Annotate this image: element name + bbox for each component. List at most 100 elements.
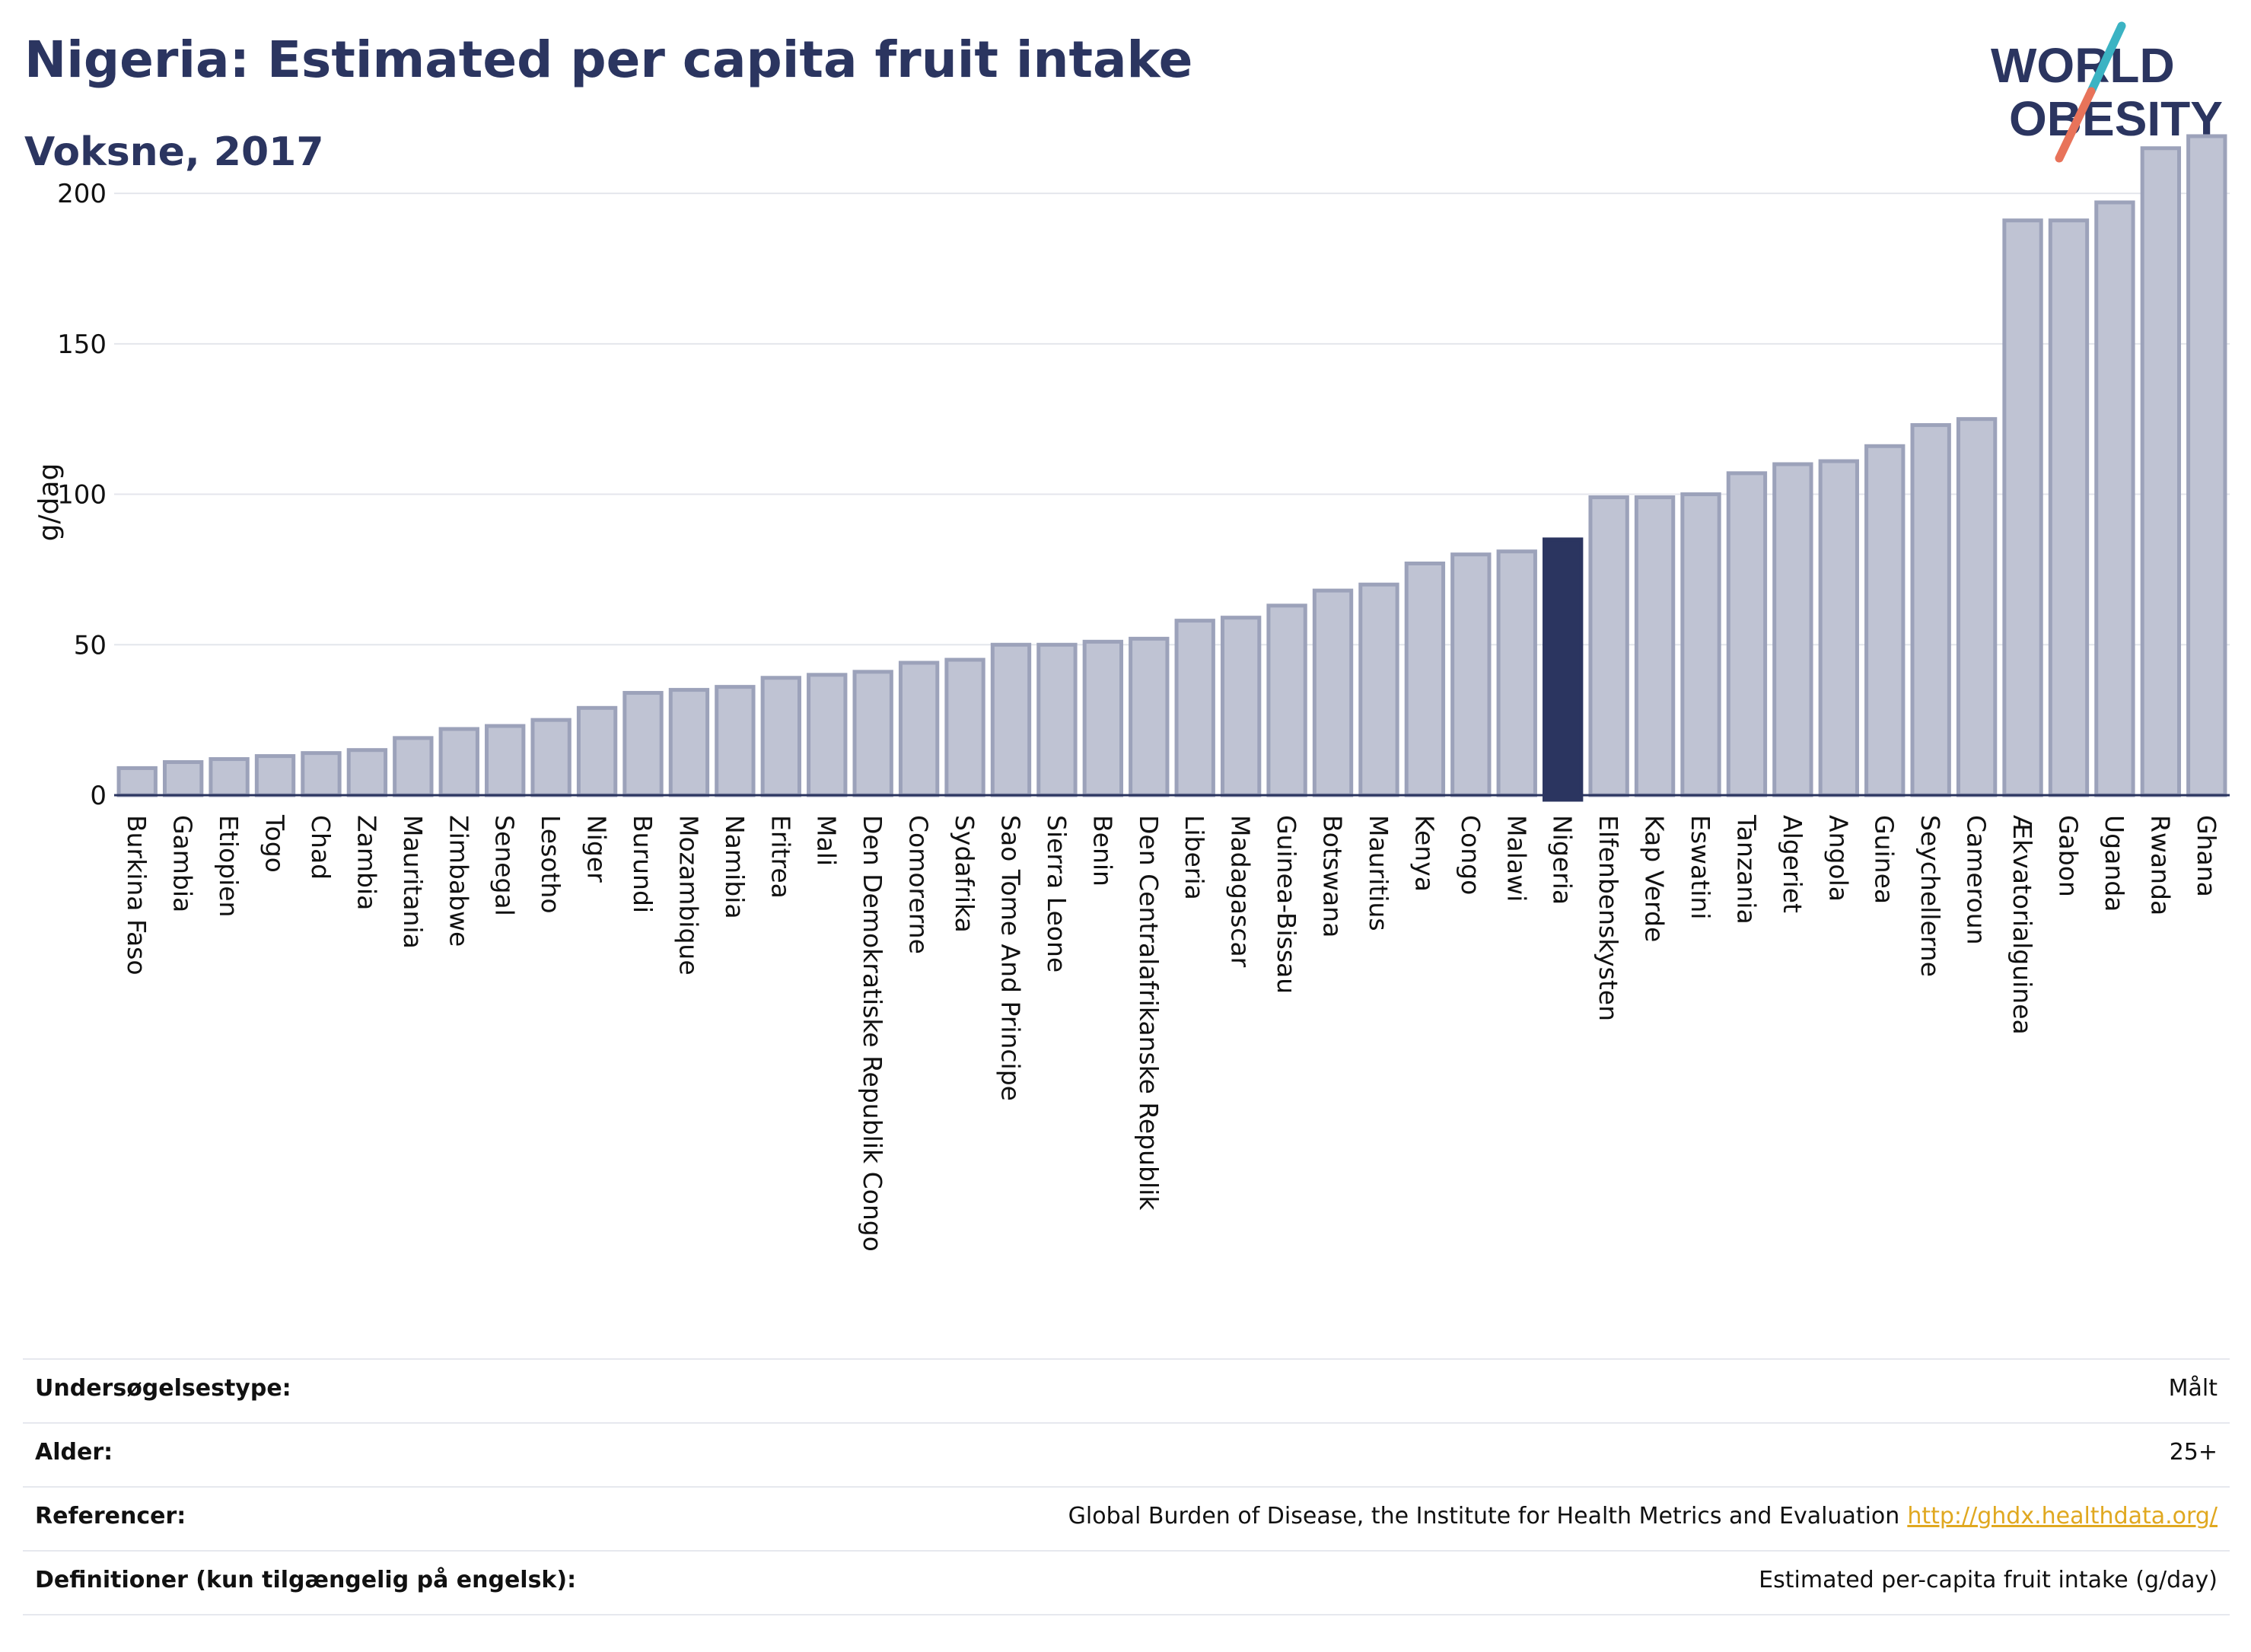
x-tick-label: Togo (260, 814, 290, 873)
y-tick-label: 100 (57, 480, 107, 511)
x-tick-labels: Burkina Faso Gambia Etiopien Togo Chad Zambia… (122, 814, 2221, 1252)
y-tick-label: 200 (57, 179, 107, 209)
bar-elfenbenskysten (1588, 495, 1629, 797)
x-tick-label: Uganda (2100, 815, 2129, 912)
meta-value-container: Global Burden of Disease, the Institute … (1068, 1503, 2218, 1529)
x-tick-label: Eritrea (766, 815, 795, 899)
x-tick-label: Namibia (720, 815, 750, 919)
bar-benin (1082, 639, 1124, 797)
x-tick-label: Cameroun (1962, 815, 1992, 945)
meta-value: Global Burden of Disease, the Institute … (1068, 1503, 1900, 1529)
x-tick-label: Sao Tome And Principe (995, 815, 1025, 1101)
x-tick-label: Senegal (490, 815, 520, 916)
bar-lesotho (530, 718, 572, 797)
x-tick-label: Congo (1456, 815, 1485, 895)
bar-uganda (2094, 200, 2135, 797)
meta-label: Referencer: (35, 1503, 186, 1529)
bar-zimbabwe (438, 727, 479, 797)
bar-gabon (2048, 218, 2090, 797)
bar-comorerne (898, 660, 940, 797)
bars (116, 134, 2227, 802)
meta-row-references: Referencer: Global Burden of Disease, th… (23, 1486, 2230, 1550)
bar-gambia (162, 760, 204, 797)
bar-liberia (1174, 619, 1215, 797)
logo-text-world: WORLD (1991, 38, 2175, 93)
meta-label: Alder: (35, 1439, 113, 1466)
x-tick-label: Liberia (1180, 815, 1209, 900)
bar-niger (576, 705, 618, 797)
x-tick-label: Etiopien (214, 815, 244, 917)
y-tick-label: 150 (57, 329, 107, 360)
bar-guinea-bissau (1266, 603, 1307, 797)
reference-link[interactable]: http://ghdx.healthdata.org/ (1907, 1503, 2218, 1529)
x-tick-label: Madagascar (1226, 815, 1256, 968)
x-tick-label: Zimbabwe (444, 815, 473, 947)
x-tick-label: Ghana (2192, 815, 2221, 897)
y-tick-label: 50 (74, 630, 107, 660)
x-tick-label: Malawi (1501, 815, 1531, 902)
x-tick-label: Zambia (352, 815, 381, 910)
bar-sao-tome-and-principe (990, 642, 1032, 797)
meta-value: 25+ (2169, 1439, 2218, 1466)
y-tick-labels: 0 50 100 150 200 (57, 179, 107, 811)
x-tick-label: Burkina Faso (122, 815, 151, 976)
x-tick-label: Niger (582, 815, 612, 883)
x-tick-label: Seychellerne (1915, 815, 1945, 977)
meta-label: Definitioner (kun tilgængelig på engelsk… (35, 1567, 577, 1593)
x-tick-label: Mauritania (398, 815, 428, 949)
bar-madagascar (1220, 616, 1262, 797)
x-tick-label: Comorerne (904, 815, 934, 954)
x-tick-label: Kap Verde (1640, 815, 1670, 942)
x-tick-label: Ækvatorialguinea (2007, 815, 2037, 1035)
x-tick-label: Mali (812, 815, 842, 866)
bar-mauritius (1358, 582, 1399, 797)
bar-burundi (622, 691, 664, 797)
bar-tanzania (1726, 471, 1768, 797)
bar-guinea (1864, 444, 1906, 797)
x-tick-label: Mauritius (1364, 815, 1393, 931)
x-tick-label: Den Demokratiske Republik Congo (858, 815, 887, 1252)
world-obesity-logo: WORLD OBESITY (1991, 21, 2223, 163)
x-tick-label: Benin (1087, 815, 1117, 886)
bar-den-demokratiske-republik-congo (852, 670, 893, 797)
bar-etiopien (209, 757, 250, 797)
bar-senegal (485, 724, 526, 797)
x-tick-label: Chad (306, 815, 336, 880)
meta-value: Estimated per-capita fruit intake (g/day… (1759, 1567, 2218, 1593)
metadata-table: Undersøgelsestype: Målt Alder: 25+ Refer… (23, 1358, 2230, 1615)
x-tick-label: Eswatini (1686, 815, 1715, 919)
logo-slash-teal (2087, 21, 2126, 96)
y-tick-label: 0 (90, 781, 107, 811)
bar-sierra-leone (1036, 642, 1078, 797)
x-tick-label: Sydafrika (950, 815, 979, 933)
bar-ghana (2186, 134, 2227, 797)
x-tick-label: Guinea-Bissau (1272, 815, 1301, 994)
meta-row-definitions: Definitioner (kun tilgængelig på engelsk… (23, 1550, 2230, 1615)
x-tick-label: Kenya (1409, 815, 1439, 892)
bar-botswana (1312, 588, 1354, 797)
logo-slash-coral (2055, 87, 2096, 163)
x-tick-label: Gambia (168, 815, 198, 912)
bar-eritrea (760, 676, 801, 797)
x-tick-label: Botswana (1318, 815, 1348, 937)
bar-malawi (1496, 549, 1537, 797)
bar-mauritania (393, 736, 434, 797)
bar-zambia (346, 748, 388, 797)
bar-cameroun (1956, 417, 1998, 797)
meta-value: Målt (2168, 1375, 2218, 1402)
page-subtitle: Voksne, 2017 (24, 129, 324, 175)
bar-congo (1450, 552, 1492, 797)
bar-kap-verde (1634, 495, 1676, 797)
meta-row-survey-type: Undersøgelsestype: Målt (23, 1358, 2230, 1422)
x-tick-label: Guinea (1870, 815, 1899, 904)
bar-chart: 0 50 100 150 200 Burkina Faso Gambia Etiopien T… (33, 134, 2230, 1252)
bar-nigeria (1543, 537, 1584, 802)
x-tick-label: Sierra Leone (1042, 815, 1071, 972)
bar-seychellerne (1910, 423, 1951, 797)
x-tick-label: Mozambique (673, 815, 703, 976)
bar-chad (301, 751, 342, 797)
page-title: Nigeria: Estimated per capita fruit inta… (24, 30, 1193, 89)
bar-ækvatorialguinea (2002, 218, 2043, 797)
x-tick-label: Nigeria (1548, 815, 1578, 905)
x-tick-label: Tanzania (1731, 814, 1761, 925)
